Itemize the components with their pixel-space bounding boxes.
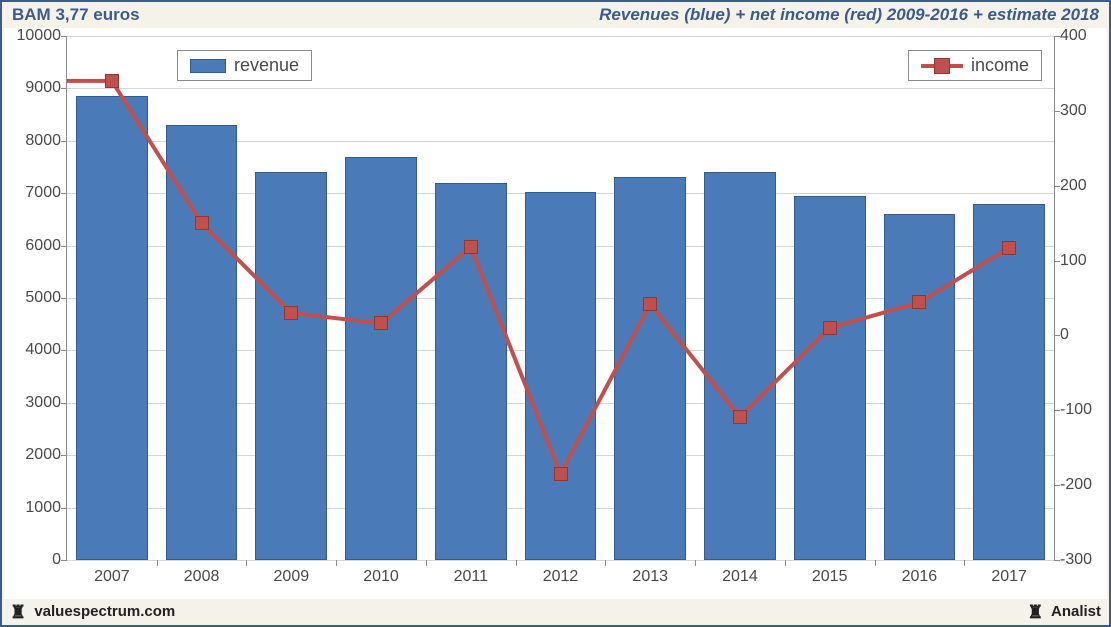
x-axis-tick	[695, 560, 696, 566]
x-axis-label: 2008	[184, 568, 220, 586]
legend-revenue-swatch	[190, 59, 226, 73]
revenue-bar	[255, 172, 327, 560]
y-left-label: 3000	[11, 394, 67, 412]
chart-footer: ♜ valuespectrum.com ♜ Analist	[4, 601, 1107, 623]
gridline	[67, 560, 1054, 561]
x-axis-tick	[426, 560, 427, 566]
y-left-label: 0	[11, 551, 67, 569]
y-left-label: 4000	[11, 341, 67, 359]
legend-income-swatch	[921, 57, 963, 75]
x-axis-label: 2012	[543, 568, 579, 586]
revenue-bar	[345, 157, 417, 560]
revenue-bar	[794, 196, 866, 560]
income-marker	[912, 295, 926, 309]
footer-left-text: valuespectrum.com	[34, 603, 175, 620]
income-marker	[284, 306, 298, 320]
revenue-bar	[973, 204, 1045, 560]
y-right-label: -100	[1054, 401, 1102, 419]
y-right-label: -300	[1054, 551, 1102, 569]
income-marker	[733, 410, 747, 424]
income-marker	[1002, 241, 1016, 255]
income-marker	[643, 297, 657, 311]
y-left-label: 5000	[11, 289, 67, 307]
x-axis-tick	[516, 560, 517, 566]
x-axis-tick	[605, 560, 606, 566]
y-right-label: 0	[1054, 326, 1102, 344]
y-left-label: 2000	[11, 446, 67, 464]
header-left-text: BAM 3,77 euros	[12, 5, 140, 25]
chart-container: BAM 3,77 euros Revenues (blue) + net inc…	[0, 0, 1111, 627]
x-axis-label: 2017	[991, 568, 1027, 586]
x-axis-tick	[157, 560, 158, 566]
x-axis-label: 2011	[454, 568, 488, 586]
y-right-label: -200	[1054, 476, 1102, 494]
x-axis-label: 2016	[902, 568, 938, 586]
revenue-bar	[884, 214, 956, 560]
rook-icon: ♜	[10, 603, 26, 621]
income-marker	[823, 321, 837, 335]
x-axis-tick	[875, 560, 876, 566]
y-left-label: 8000	[11, 132, 67, 150]
y-left-label: 9000	[11, 79, 67, 97]
x-axis-label: 2014	[722, 568, 758, 586]
chart-header: BAM 3,77 euros Revenues (blue) + net inc…	[2, 2, 1109, 28]
plot-area: 0100020003000400050006000700080009000100…	[66, 36, 1055, 561]
income-marker	[195, 216, 209, 230]
revenue-bar	[614, 177, 686, 560]
y-right-label: 300	[1054, 102, 1102, 120]
footer-right: ♜ Analist	[1027, 603, 1101, 621]
revenue-bar	[76, 96, 148, 560]
footer-right-text: Analist	[1051, 603, 1101, 620]
footer-left: ♜ valuespectrum.com	[10, 603, 175, 621]
income-marker	[464, 240, 478, 254]
income-marker	[105, 74, 119, 88]
header-right-text: Revenues (blue) + net income (red) 2009-…	[599, 5, 1099, 25]
x-axis-label: 2007	[94, 568, 130, 586]
revenue-bar	[704, 172, 776, 560]
income-marker	[554, 467, 568, 481]
x-axis-tick	[964, 560, 965, 566]
income-marker	[374, 316, 388, 330]
y-left-label: 7000	[11, 184, 67, 202]
y-left-label: 1000	[11, 499, 67, 517]
x-axis-tick	[785, 560, 786, 566]
y-right-label: 100	[1054, 252, 1102, 270]
legend-income-label: income	[971, 55, 1029, 76]
x-axis-tick	[336, 560, 337, 566]
legend-revenue-label: revenue	[234, 55, 299, 76]
legend-revenue: revenue	[177, 50, 312, 81]
y-right-label: 200	[1054, 177, 1102, 195]
x-axis-label: 2010	[363, 568, 399, 586]
x-axis-tick	[246, 560, 247, 566]
x-axis-label: 2009	[274, 568, 310, 586]
y-left-label: 6000	[11, 237, 67, 255]
gridline	[67, 88, 1054, 89]
x-axis-label: 2013	[632, 568, 668, 586]
x-axis-label: 2015	[812, 568, 848, 586]
y-right-label: 400	[1054, 27, 1102, 45]
plot-background: 0100020003000400050006000700080009000100…	[4, 28, 1107, 599]
y-left-label: 10000	[11, 27, 67, 45]
revenue-bar	[525, 192, 597, 560]
revenue-bar	[166, 125, 238, 560]
legend-income: income	[908, 50, 1042, 81]
rook-icon: ♜	[1027, 603, 1043, 621]
gridline	[67, 36, 1054, 37]
